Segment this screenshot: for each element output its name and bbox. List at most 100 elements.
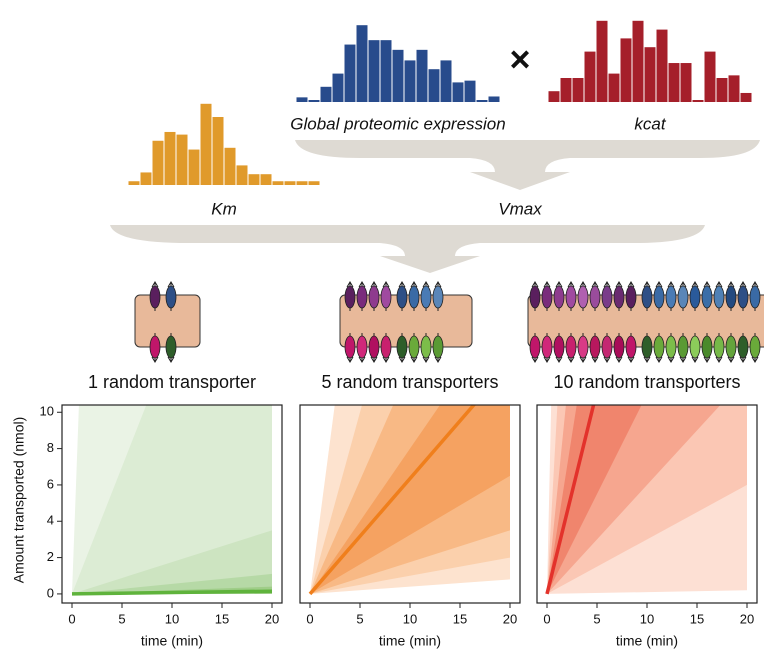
arrow-head xyxy=(410,356,418,363)
histogram-bar xyxy=(644,47,656,102)
histogram-bar xyxy=(356,25,368,103)
x-tick-label: 0 xyxy=(68,611,75,626)
histogram-bar xyxy=(416,49,428,102)
histogram-bar xyxy=(368,40,380,102)
histogram-bar xyxy=(308,181,320,185)
transporter xyxy=(529,335,541,359)
histogram-bar xyxy=(584,51,596,102)
transporter xyxy=(344,335,356,359)
y-tick-label: 10 xyxy=(40,404,54,419)
transporter xyxy=(589,285,601,309)
x-tick-label: 15 xyxy=(690,611,704,626)
histogram-bar xyxy=(560,78,572,102)
histogram-bar xyxy=(164,131,176,185)
transporter xyxy=(589,335,601,359)
transporter xyxy=(396,285,408,309)
arrow-head xyxy=(703,356,711,363)
transporter xyxy=(541,335,553,359)
transporter xyxy=(529,285,541,309)
plot-area xyxy=(308,405,510,596)
arrow-head xyxy=(655,281,663,288)
transporter xyxy=(356,285,368,309)
x-tick-label: 10 xyxy=(165,611,179,626)
arrow-head xyxy=(434,356,442,363)
histogram-bar xyxy=(632,20,644,102)
histogram-bar xyxy=(608,73,620,102)
arrow-head xyxy=(643,356,651,363)
histogram-bar xyxy=(404,60,416,102)
arrow-head xyxy=(358,356,366,363)
transporters xyxy=(134,281,764,363)
arrow-head xyxy=(615,356,623,363)
transporter xyxy=(613,335,625,359)
panel-title: 10 random transporters xyxy=(553,372,740,392)
arrow-head xyxy=(382,356,390,363)
transporter xyxy=(541,285,553,309)
histogram-bar xyxy=(392,49,404,102)
merge-arrow xyxy=(295,140,760,190)
arrow-head xyxy=(691,356,699,363)
transporter xyxy=(749,285,761,309)
transporter xyxy=(689,285,701,309)
transporter xyxy=(380,285,392,309)
median-line xyxy=(71,589,273,596)
histogram-bar xyxy=(596,20,608,102)
arrow-head xyxy=(739,281,747,288)
histogram-bar xyxy=(332,73,344,102)
histogram-bar xyxy=(548,91,560,102)
transporter xyxy=(701,285,713,309)
y-tick-label: 8 xyxy=(47,440,54,455)
histogram-bar xyxy=(152,140,164,185)
transporter xyxy=(165,285,177,309)
histogram-bar xyxy=(320,86,332,102)
quantile-band xyxy=(547,405,642,594)
transporter xyxy=(653,285,665,309)
arrow-head xyxy=(531,281,539,288)
arrow-head xyxy=(751,356,759,363)
arrow-head xyxy=(751,281,759,288)
transporter xyxy=(553,285,565,309)
arrow-head xyxy=(422,281,430,288)
transporter xyxy=(408,285,420,309)
arrow-head xyxy=(615,281,623,288)
histogram-bar xyxy=(176,134,188,185)
transporter xyxy=(432,335,444,359)
x-axis-label: time (min) xyxy=(379,633,441,649)
median-line xyxy=(308,405,477,596)
histogram-bar xyxy=(488,96,500,102)
transporter xyxy=(356,335,368,359)
histogram-bar xyxy=(692,100,704,102)
arrow-head xyxy=(346,356,354,363)
transporter xyxy=(737,335,749,359)
transporter xyxy=(689,335,701,359)
histogram-label: Global proteomic expression xyxy=(290,114,505,133)
transporter xyxy=(677,335,689,359)
histogram-bar xyxy=(656,29,668,103)
histogram-bar xyxy=(704,51,716,102)
arrow-head xyxy=(591,356,599,363)
transporter xyxy=(368,285,380,309)
y-axis-label: Amount transported (nmol) xyxy=(11,417,27,584)
arrow-head xyxy=(679,356,687,363)
histogram-bar xyxy=(308,100,320,102)
arrow-head xyxy=(591,281,599,288)
transporter xyxy=(420,285,432,309)
arrow-head xyxy=(627,281,635,288)
operator: × xyxy=(509,39,530,80)
x-tick-label: 0 xyxy=(306,611,313,626)
y-tick-label: 0 xyxy=(47,585,54,600)
arrow-head xyxy=(398,356,406,363)
x-tick-label: 20 xyxy=(265,611,279,626)
transporter xyxy=(577,335,589,359)
merge-arrow xyxy=(110,225,705,273)
transporter xyxy=(625,285,637,309)
histogram-bar xyxy=(716,78,728,102)
plot-area xyxy=(71,405,273,596)
arrow-head xyxy=(727,281,735,288)
arrow-head xyxy=(370,356,378,363)
x-tick-label: 5 xyxy=(356,611,363,626)
histogram-label: kcat xyxy=(634,114,666,133)
transporter xyxy=(432,285,444,309)
histogram-bar xyxy=(224,147,236,185)
histogram-bar xyxy=(188,149,200,185)
